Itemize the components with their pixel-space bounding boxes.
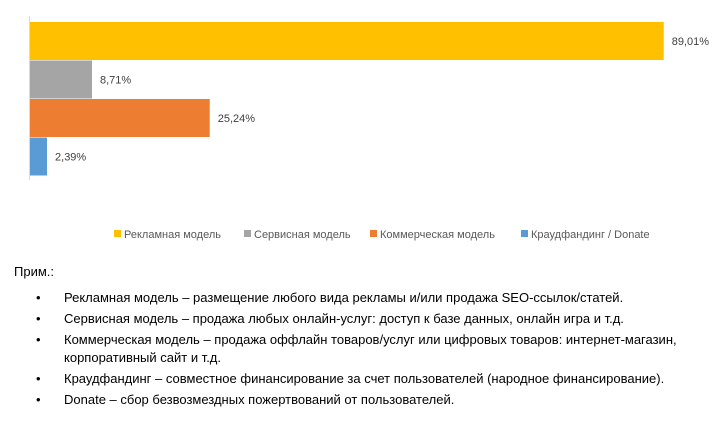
bullet-icon: • (36, 290, 41, 305)
note-text: Donate – сбор безвозмездных пожертвовани… (64, 392, 455, 407)
note-text: Коммерческая модель – продажа оффлайн то… (64, 332, 677, 365)
note-item: • Коммерческая модель – продажа оффлайн т… (14, 331, 714, 367)
data-label-advertising: 89,01% (672, 36, 710, 48)
data-label-service: 8,71% (100, 75, 131, 87)
note-item: • Рекламная модель – размещение любого ви… (14, 289, 714, 307)
note-text: Рекламная модель – размещение любого вид… (64, 290, 624, 305)
legend-label-advertising: Рекламная модель (124, 229, 221, 241)
note-item: • Сервисная модель – продажа любых онлайн… (14, 310, 714, 328)
legend-swatch-advertising (114, 230, 121, 237)
notes-section: Прим.: • Рекламная модель – размещение лю… (14, 264, 714, 412)
bar-chart: 89,01% 8,71% 25,24% 2,39% Рекламная модель С… (29, 16, 710, 241)
note-text: Сервисная модель – продажа любых онлайн-… (64, 311, 624, 326)
legend-label-commercial: Коммерческая модель (380, 229, 495, 241)
notes-list: • Рекламная модель – размещение любого ви… (14, 289, 714, 409)
bullet-icon: • (36, 371, 41, 386)
note-item: • Donate – сбор безвозмездных пожертвован… (14, 391, 714, 409)
bullet-icon: • (36, 332, 41, 347)
bar-service (30, 60, 93, 99)
legend-swatch-crowdfunding (521, 230, 528, 237)
bar-commercial (30, 99, 210, 137)
legend-label-crowdfunding: Краудфандинг / Donate (531, 229, 650, 241)
data-label-commercial: 25,24% (218, 113, 256, 125)
legend-swatch-service (244, 230, 251, 237)
notes-title: Прим.: (14, 264, 54, 279)
bar-advertising (30, 22, 664, 60)
legend-swatch-commercial (370, 230, 377, 237)
bar-crowdfunding (30, 137, 48, 176)
data-label-crowdfunding: 2,39% (55, 152, 86, 164)
note-item: • Краудфандинг – совместное финансировани… (14, 370, 714, 388)
bullet-icon: • (36, 392, 41, 407)
legend-label-service: Сервисная модель (254, 229, 351, 241)
note-text: Краудфандинг – совместное финансирование… (64, 371, 665, 386)
bullet-icon: • (36, 311, 41, 326)
